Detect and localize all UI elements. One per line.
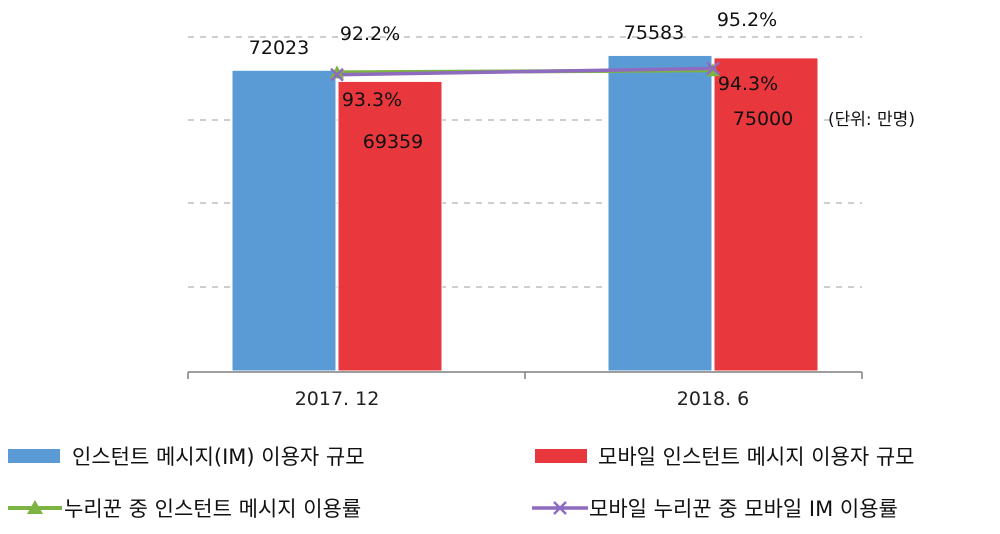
unit-label: (단위: 만명) <box>828 110 915 130</box>
bar-2017-12-mobile-im-users <box>337 80 443 372</box>
x-tick-label: 2018. 6 <box>677 388 750 410</box>
legend-marker-triangle <box>27 500 43 514</box>
legend-swatch <box>535 449 587 463</box>
series-lines <box>330 61 720 82</box>
data-label-bar-blue: 75583 <box>624 22 684 44</box>
line-mobile-im-usage-rate <box>336 66 714 77</box>
data-label-bar-blue: 72023 <box>249 37 309 59</box>
legend-item: 누리꾼 중 인스턴트 메시지 이용률 <box>8 497 361 521</box>
legend-marker-x <box>553 501 567 515</box>
legend-item: 모바일 누리꾼 중 모바일 IM 이용률 <box>532 497 898 521</box>
marker-x <box>706 61 720 76</box>
data-labels: 72023 92.2% 93.3% 69359 75583 95.2% 94.3% 75000 <box>249 9 793 153</box>
data-label-bar-red: 75000 <box>733 108 793 130</box>
marker-triangle <box>330 65 344 79</box>
marker-x <box>330 67 344 82</box>
legend-item: 모바일 인스턴트 메시지 이용자 규모 <box>535 445 915 469</box>
legend-label: 모바일 인스턴트 메시지 이용자 규모 <box>598 445 915 469</box>
data-label-line-purple: 92.2% <box>340 23 400 45</box>
bar-2018-6-mobile-im-users <box>713 57 819 372</box>
x-tick-label: 2017. 12 <box>295 388 380 410</box>
legend-label: 모바일 누리꾼 중 모바일 IM 이용률 <box>589 497 898 521</box>
bar-2017-12-im-users <box>231 69 337 372</box>
data-label-line-purple: 95.2% <box>717 9 777 31</box>
legend-label: 누리꾼 중 인스턴트 메시지 이용률 <box>64 497 361 521</box>
bars <box>231 54 819 372</box>
data-label-line-green: 94.3% <box>718 73 778 95</box>
data-label-line-green: 93.3% <box>342 89 402 111</box>
legend: 인스턴트 메시지(IM) 이용자 규모 모바일 인스턴트 메시지 이용자 규모누리… <box>8 445 915 521</box>
legend-item: 인스턴트 메시지(IM) 이용자 규모 <box>8 445 365 469</box>
data-label-bar-red: 69359 <box>363 131 423 153</box>
legend-swatch <box>8 449 60 463</box>
x-axis: 2017. 12 2018. 6 <box>187 371 863 410</box>
bar-2018-6-im-users <box>607 54 713 372</box>
legend-label: 인스턴트 메시지(IM) 이용자 규모 <box>72 445 365 469</box>
